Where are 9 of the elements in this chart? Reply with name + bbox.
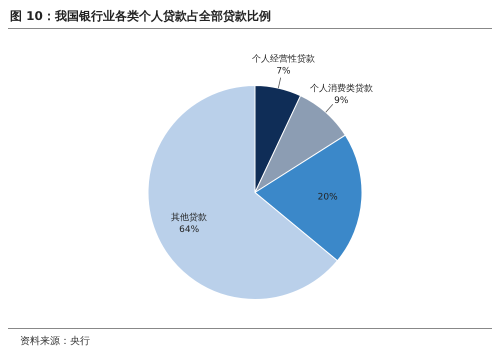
data-label: 7%: [276, 66, 292, 76]
slice-label: 个人经营性贷款: [252, 53, 315, 64]
data-label: 64%: [179, 224, 200, 235]
data-label: 20%: [318, 192, 338, 202]
slice-label: 其他贷款: [171, 212, 208, 223]
slice-label: 个人消费类贷款: [310, 82, 373, 94]
text: 资料来源：央行: [20, 334, 90, 348]
chart-title: 图 10：我国银行业各类个人贷款占全部贷款比例: [10, 8, 271, 25]
data-label: 9%: [334, 96, 349, 106]
